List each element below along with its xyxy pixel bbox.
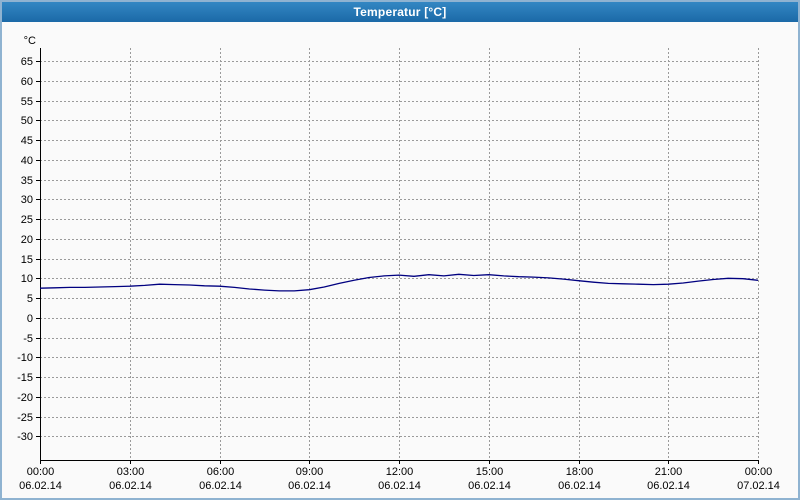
x-tick-time-label: 03:00 xyxy=(117,466,145,478)
x-tick-date-label: 06.02.14 xyxy=(378,480,421,492)
x-tick-date-label: 06.02.14 xyxy=(109,480,152,492)
y-tick-label: 60 xyxy=(21,76,33,88)
y-tick-label: 45 xyxy=(21,135,33,147)
y-tick-label: 40 xyxy=(21,155,33,167)
x-tick-time-label: 06:00 xyxy=(207,466,235,478)
x-tick-date-label: 06.02.14 xyxy=(647,480,690,492)
y-tick-label: -15 xyxy=(17,372,33,384)
x-tick-time-label: 00:00 xyxy=(745,466,773,478)
x-tick-time-label: 12:00 xyxy=(386,466,414,478)
window-title-bar[interactable]: Temperatur [°C] xyxy=(2,2,798,22)
x-tick-time-label: 18:00 xyxy=(566,466,594,478)
x-tick-time-label: 09:00 xyxy=(296,466,324,478)
x-tick-date-label: 06.02.14 xyxy=(199,480,242,492)
y-tick-label: -30 xyxy=(17,431,33,443)
y-tick-label: -5 xyxy=(23,333,33,345)
x-tick-time-label: 15:00 xyxy=(476,466,504,478)
x-tick-date-label: 06.02.14 xyxy=(558,480,601,492)
x-tick-date-label: 06.02.14 xyxy=(288,480,331,492)
temperature-chart: 65605550454035302520151050-5-10-15-20-25… xyxy=(17,35,780,492)
temperature-line xyxy=(39,273,759,292)
y-tick-label: 35 xyxy=(21,175,33,187)
y-tick-label: 20 xyxy=(21,234,33,246)
window-title: Temperatur [°C] xyxy=(353,5,447,19)
y-tick-label: -20 xyxy=(17,392,33,404)
x-tick-date-label: 07.02.14 xyxy=(737,480,780,492)
y-tick-label: 25 xyxy=(21,214,33,226)
y-tick-label: 5 xyxy=(27,293,33,305)
y-tick-label: 0 xyxy=(27,313,33,325)
y-tick-label: 65 xyxy=(21,56,33,68)
y-tick-label: 55 xyxy=(21,96,33,108)
chart-area: 65 60 55 50 45 40 35 30 25 20 15 10 5 0 -5 -10 -15 -20 -25… xyxy=(2,22,798,498)
y-tick-label: -25 xyxy=(17,412,33,424)
y-tick-label: 50 xyxy=(21,115,33,127)
y-tick-label: 10 xyxy=(21,273,33,285)
x-tick-time-label: 00:00 xyxy=(27,466,55,478)
y-tick-label: 15 xyxy=(21,254,33,266)
x-tick-date-label: 06.02.14 xyxy=(468,480,511,492)
x-tick-time-label: 21:00 xyxy=(655,466,683,478)
x-tick-date-label: 06.02.14 xyxy=(19,480,62,492)
y-tick-label: 30 xyxy=(21,194,33,206)
y-tick-label: -10 xyxy=(17,352,33,364)
y-axis-unit-label: °C xyxy=(24,35,36,47)
